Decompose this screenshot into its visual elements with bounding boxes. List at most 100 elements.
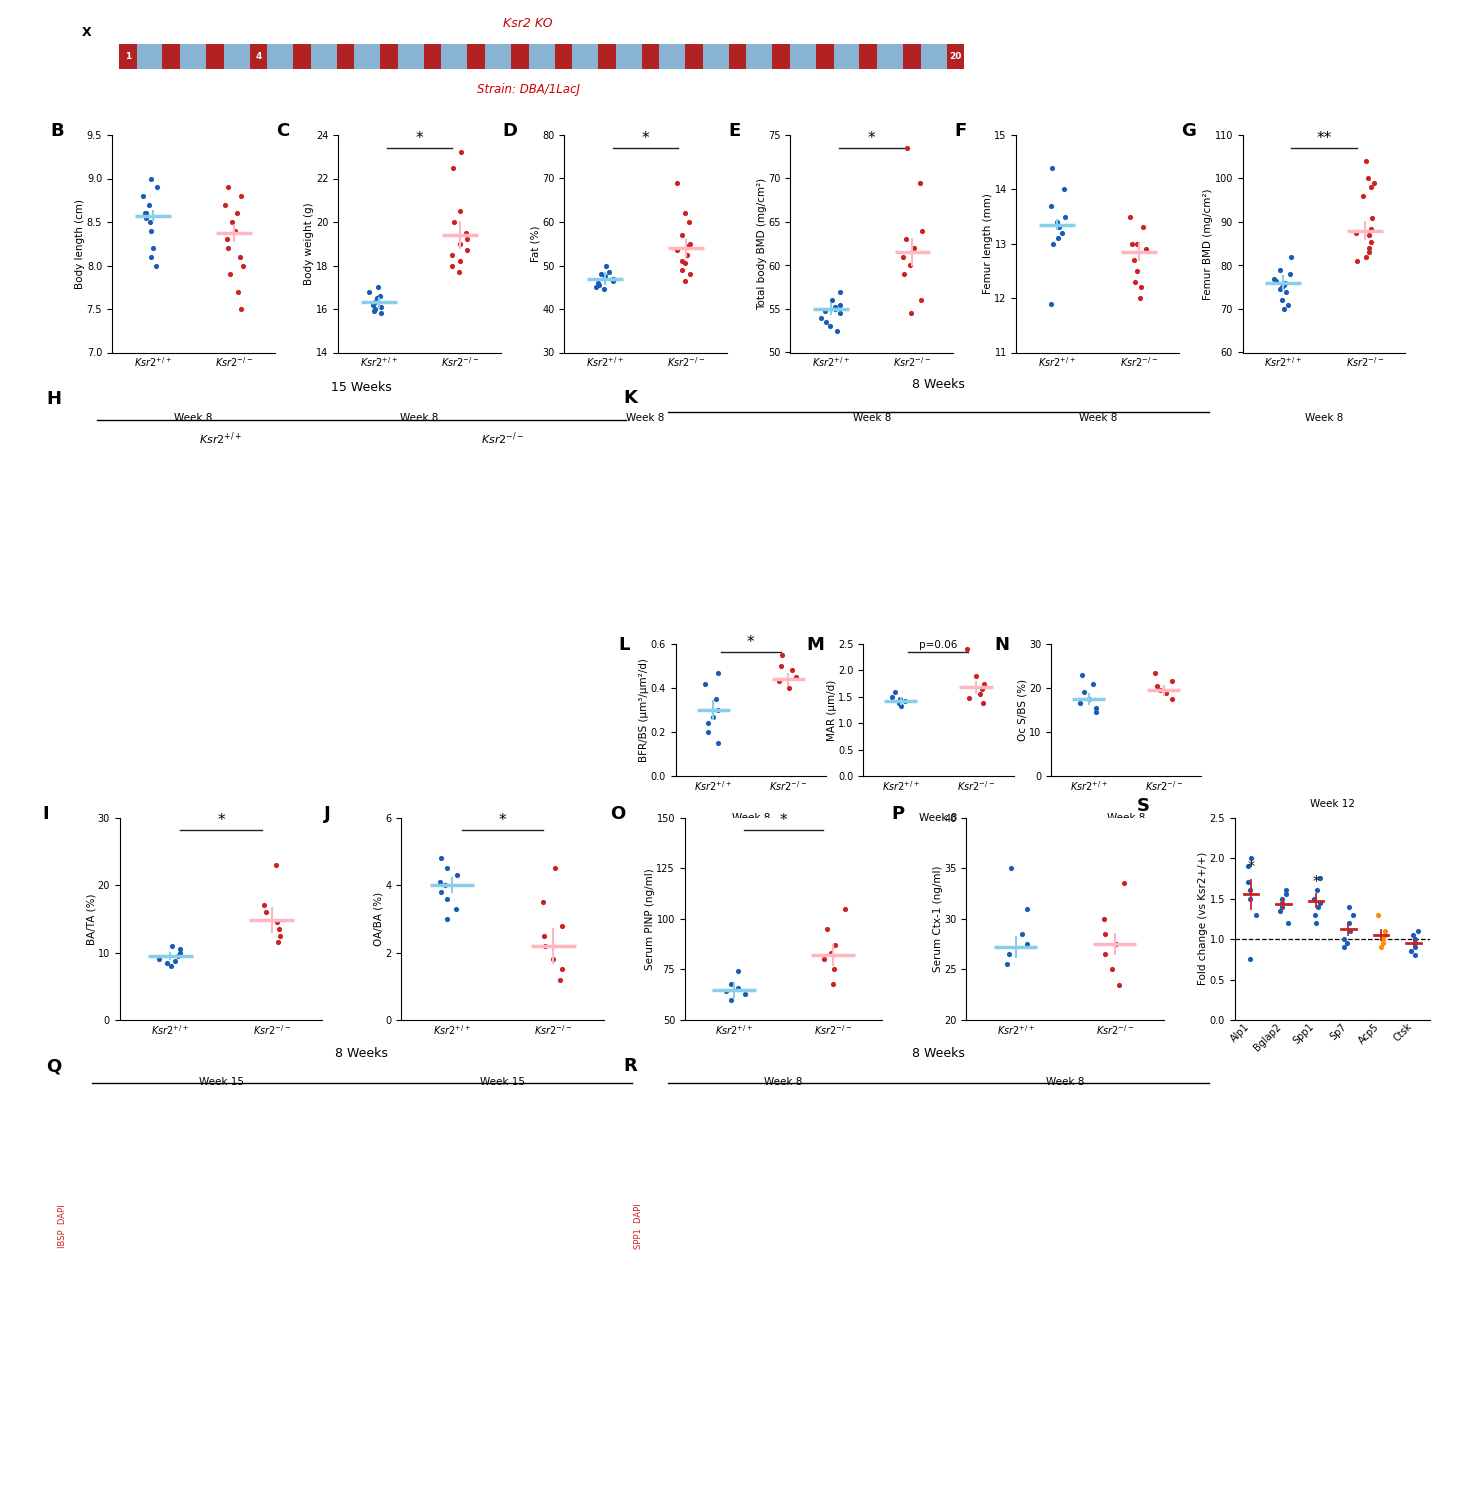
Point (1345, 249, 1369, 273)
Bar (425, 44, 442, 69)
Point (903, 236, 926, 260)
Point (1373, 922, 1396, 946)
Text: L: L (619, 636, 630, 654)
Point (1278, 262, 1301, 286)
Point (1084, 696, 1107, 720)
Point (544, 856, 568, 880)
Text: Q: Q (47, 1058, 61, 1076)
Point (1126, 231, 1150, 255)
Point (139, 219, 162, 243)
Point (970, 676, 994, 700)
Text: Week 8: Week 8 (731, 813, 770, 824)
Point (1093, 922, 1116, 946)
Text: R: R (623, 1058, 638, 1076)
Point (670, 249, 693, 273)
Point (814, 298, 837, 322)
Point (833, 897, 856, 921)
Point (881, 686, 905, 709)
Point (1358, 236, 1382, 260)
Point (1134, 237, 1157, 261)
Point (972, 672, 995, 696)
Point (1280, 244, 1303, 268)
Point (1119, 204, 1142, 228)
Text: O: O (610, 806, 624, 824)
Text: 8 Weeks: 8 Weeks (912, 378, 964, 392)
Bar (903, 44, 921, 69)
Point (1369, 934, 1392, 958)
Bar (598, 44, 616, 69)
Point (1268, 898, 1291, 922)
Point (1084, 700, 1107, 724)
Point (1306, 894, 1329, 918)
Point (1271, 288, 1294, 312)
Point (159, 954, 182, 978)
Point (677, 210, 700, 234)
Point (160, 933, 184, 958)
Point (1072, 681, 1096, 705)
Point (441, 254, 464, 278)
Text: *: * (779, 813, 788, 828)
Point (820, 288, 843, 312)
Text: $Ksr2^{-/-}$: $Ksr2^{-/-}$ (1058, 1089, 1100, 1106)
Point (1357, 224, 1380, 248)
Text: N: N (994, 636, 1010, 654)
Point (1015, 897, 1039, 921)
Point (549, 968, 572, 992)
Text: $Ksr2^{+/+}$: $Ksr2^{+/+}$ (776, 417, 820, 434)
Point (1271, 891, 1294, 915)
Text: D: D (502, 122, 518, 140)
Point (1160, 669, 1183, 693)
Point (1404, 934, 1427, 958)
Point (232, 254, 255, 278)
Point (1332, 934, 1355, 958)
Y-axis label: MAR (μm/d): MAR (μm/d) (827, 680, 837, 741)
Text: $Ksr2^{+/+}$: $Ksr2^{+/+}$ (776, 1089, 820, 1106)
Point (678, 231, 702, 255)
Text: E: E (728, 122, 741, 140)
Point (1132, 216, 1156, 240)
Point (810, 306, 833, 330)
Point (823, 297, 846, 321)
Text: $Ksr2^{+/+}$: $Ksr2^{+/+}$ (200, 430, 242, 447)
Point (435, 856, 458, 880)
Point (594, 264, 617, 288)
Point (1122, 248, 1145, 272)
Text: Week 8: Week 8 (765, 1077, 802, 1086)
Point (433, 873, 457, 897)
Point (996, 942, 1020, 966)
Bar (511, 44, 528, 69)
Point (213, 192, 236, 216)
Text: $Ksr2^{-/-}$: $Ksr2^{-/-}$ (481, 430, 524, 447)
Text: *: * (642, 130, 649, 146)
Bar (642, 44, 659, 69)
Point (813, 948, 836, 972)
Point (1123, 270, 1147, 294)
Point (1303, 903, 1326, 927)
Point (1040, 194, 1064, 217)
Point (899, 254, 922, 278)
Point (140, 244, 163, 268)
Bar (120, 44, 137, 69)
Point (910, 219, 934, 243)
Point (366, 276, 390, 300)
Point (1262, 267, 1285, 291)
Text: Week 8: Week 8 (1046, 1077, 1084, 1086)
Point (429, 846, 452, 870)
Point (1053, 204, 1077, 228)
Point (1081, 672, 1104, 696)
Point (1404, 944, 1427, 968)
Point (889, 687, 912, 711)
Point (1145, 674, 1169, 698)
Point (1363, 171, 1386, 195)
Point (1144, 660, 1167, 684)
Text: IBSP  DAPI: IBSP DAPI (58, 1204, 67, 1248)
Point (676, 243, 699, 267)
Point (1154, 681, 1177, 705)
Point (1245, 903, 1268, 927)
Point (1042, 231, 1065, 255)
Point (429, 879, 452, 903)
Point (1303, 886, 1326, 910)
Text: 4: 4 (255, 53, 261, 60)
Bar (162, 44, 179, 69)
Text: Week 15: Week 15 (480, 1077, 525, 1086)
